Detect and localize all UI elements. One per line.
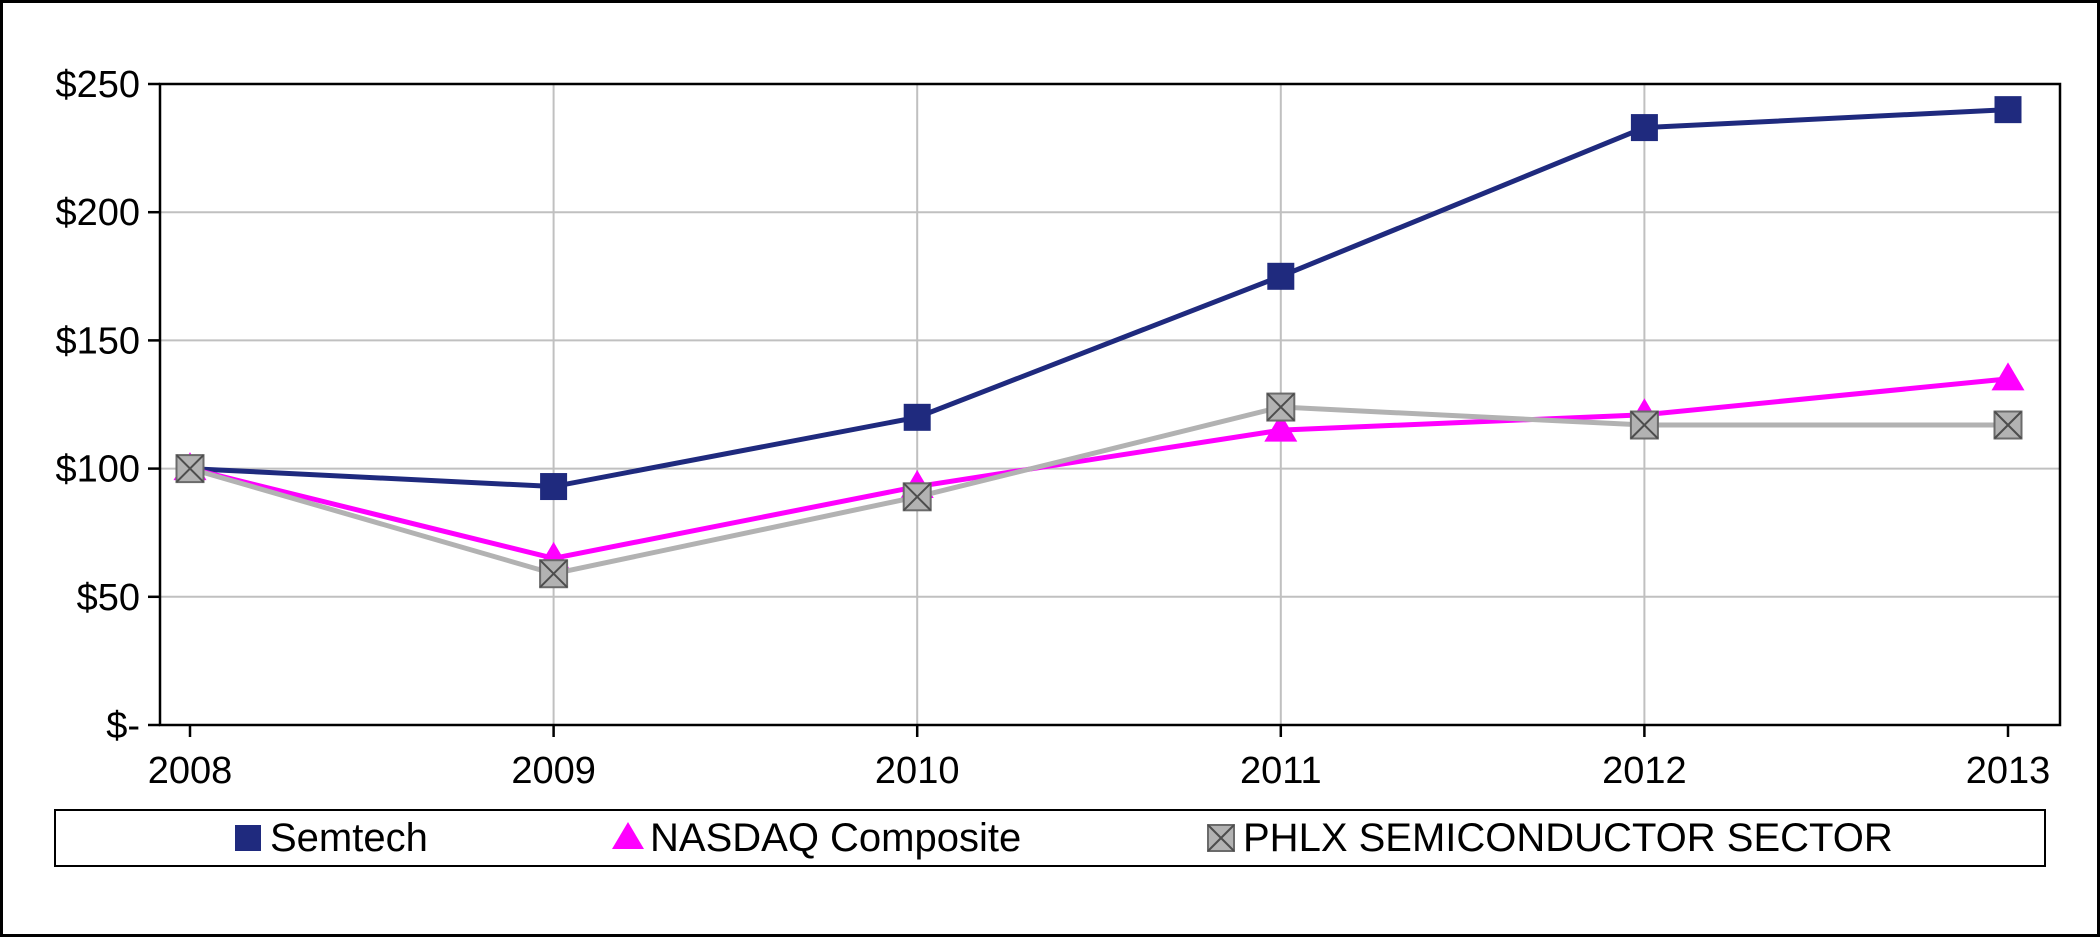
svg-text:2010: 2010 [875, 750, 960, 792]
svg-text:2013: 2013 [1966, 750, 2051, 792]
svg-text:2009: 2009 [511, 750, 596, 792]
svg-text:$-: $- [106, 705, 140, 747]
legend-item-semtech: Semtech [231, 811, 428, 865]
phlx-x-square-marker-icon [1207, 824, 1235, 852]
legend-label-phlx-semiconductor: PHLX SEMICONDUCTOR SECTOR [1243, 815, 1893, 860]
legend-label-semtech: Semtech [270, 815, 428, 860]
svg-text:$250: $250 [55, 64, 140, 106]
nasdaq-triangle-marker-icon [612, 822, 644, 849]
svg-text:$50: $50 [77, 577, 140, 619]
svg-text:2011: 2011 [1240, 750, 1322, 792]
svg-text:2012: 2012 [1602, 750, 1687, 792]
legend-item-phlx-semiconductor: PHLX SEMICONDUCTOR SECTOR [1204, 811, 1893, 865]
svg-text:$200: $200 [55, 192, 140, 234]
legend-label-nasdaq-composite: NASDAQ Composite [650, 815, 1022, 860]
semtech-square-marker-icon [235, 825, 261, 851]
svg-text:$150: $150 [55, 320, 140, 362]
legend-item-nasdaq-composite: NASDAQ Composite [611, 811, 1021, 865]
svg-text:$100: $100 [55, 449, 140, 491]
chart-legend: Semtech NASDAQ Composite PHLX SEMICONDUC… [54, 809, 2046, 867]
svg-text:2008: 2008 [148, 750, 233, 792]
